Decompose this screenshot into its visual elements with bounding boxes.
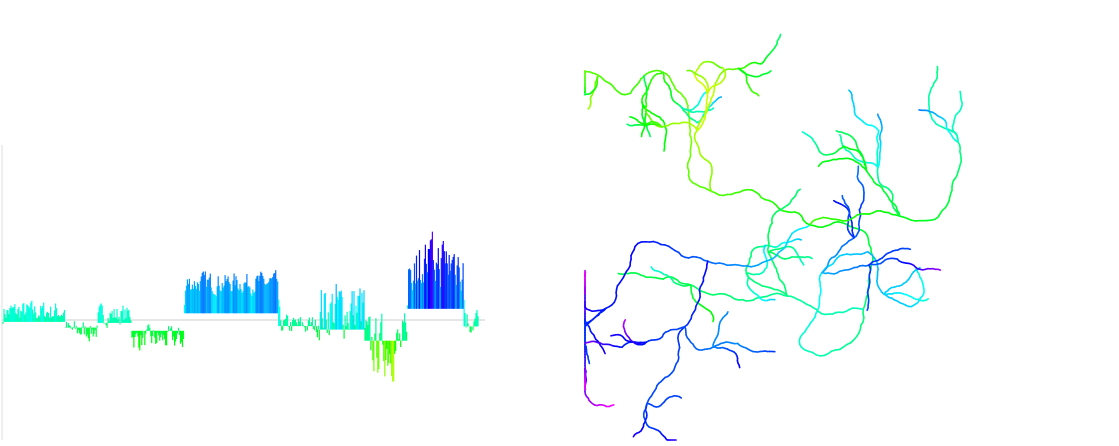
random-tree-panel xyxy=(580,0,1119,446)
tree-segment xyxy=(663,147,666,152)
tree-segment xyxy=(906,247,912,251)
tree-segment xyxy=(833,199,837,203)
tree-segment xyxy=(623,318,627,323)
tree-segment xyxy=(721,66,725,71)
tree-segment xyxy=(726,311,729,315)
tree-segment xyxy=(650,266,654,270)
tree-segment xyxy=(587,106,591,110)
tree-segment xyxy=(617,272,622,275)
tree-segment xyxy=(584,271,587,276)
tree-segment xyxy=(779,33,782,38)
tree-segment xyxy=(610,404,615,407)
tree-segment xyxy=(925,297,930,302)
tree-segment xyxy=(629,116,634,119)
tree-segment xyxy=(838,133,842,139)
tree-segment xyxy=(703,91,707,95)
tree-segment xyxy=(763,244,767,249)
tree-segment xyxy=(738,364,741,369)
tree-segment xyxy=(817,163,821,168)
walk-profile-bars xyxy=(2,231,479,382)
tree-segment xyxy=(710,107,715,111)
tree-segment xyxy=(937,268,942,271)
tree-segment xyxy=(588,360,591,365)
tree-segment xyxy=(801,261,805,266)
tree-segment xyxy=(876,113,880,118)
tree-segment xyxy=(603,350,606,355)
tree-segment xyxy=(584,341,588,345)
tree-segment xyxy=(801,131,806,135)
tree-segment xyxy=(648,133,651,138)
tree-segment xyxy=(712,318,715,323)
tree-segment xyxy=(626,123,631,127)
random-tree-plot xyxy=(584,33,963,441)
tree-segment xyxy=(632,433,636,438)
tree-segment xyxy=(768,70,772,74)
tree-segment xyxy=(797,188,801,192)
tree-segment xyxy=(835,130,840,133)
random-tree-branches xyxy=(584,33,963,441)
walk-profile-panel xyxy=(0,0,540,446)
walk-profile-plot xyxy=(1,145,485,440)
tree-segment xyxy=(848,89,852,94)
tree-segment xyxy=(798,238,803,241)
tree-segment xyxy=(678,395,683,399)
tree-segment xyxy=(959,90,962,95)
tree-segment xyxy=(610,334,615,337)
tree-segment xyxy=(809,256,813,260)
tree-segment xyxy=(584,386,587,391)
tree-segment xyxy=(866,307,869,312)
tree-segment xyxy=(718,96,722,99)
tree-segment xyxy=(756,93,760,97)
